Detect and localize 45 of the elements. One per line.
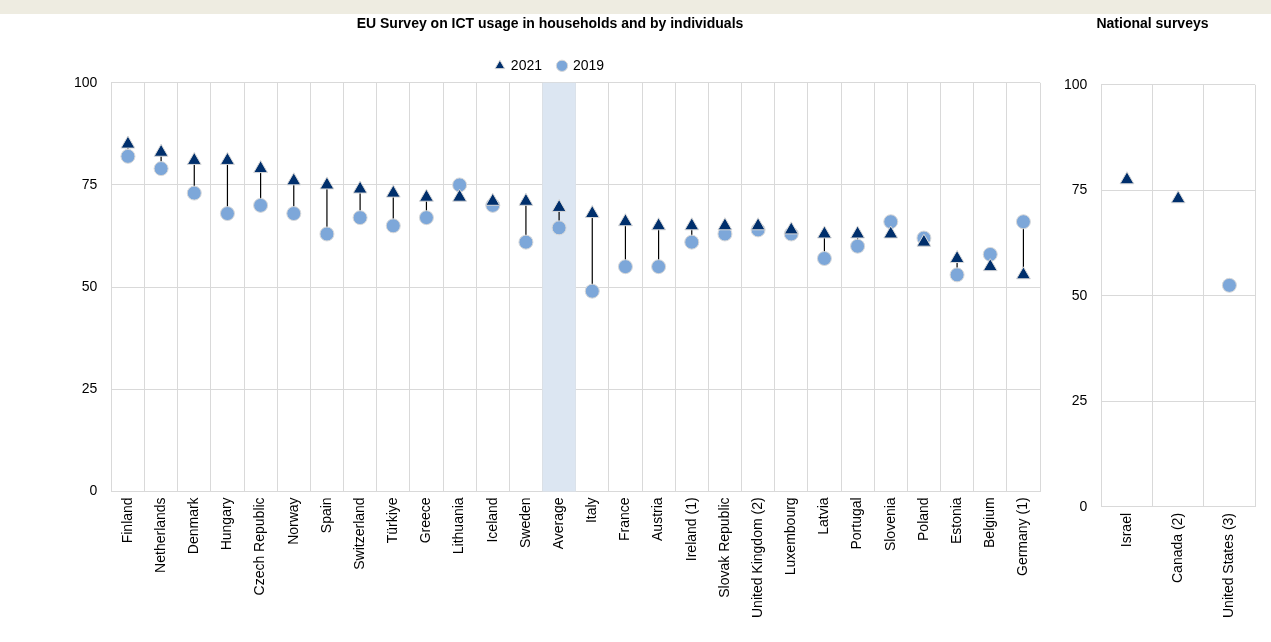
x-tick-label: United Kingdom (2): [748, 497, 765, 619]
x-tick-label: Latvia: [815, 497, 832, 535]
y-tick-label: 75: [81, 175, 98, 192]
x-tick-label: Average: [549, 497, 566, 550]
x-tick-label: Israel: [1117, 512, 1134, 548]
x-tick-label: Poland: [914, 497, 931, 541]
x-tick-label: Norway: [284, 497, 301, 545]
y-tick-label: 50: [81, 277, 98, 294]
x-tick-label: Portugal: [848, 497, 865, 550]
y-tick-label: 0: [1079, 497, 1088, 514]
x-tick-label: Austria: [649, 497, 666, 541]
x-tick-label: Denmark: [185, 496, 202, 555]
y-tick-label: 50: [1071, 286, 1088, 303]
x-tick-label: Slovenia: [881, 497, 898, 552]
y-tick-label: 25: [81, 380, 98, 397]
legend-label: 2019: [573, 56, 605, 73]
x-tick-label: Italy: [583, 497, 600, 524]
x-tick-label: Spain: [317, 497, 334, 534]
y-tick-label: 0: [89, 482, 98, 499]
x-tick-label: Hungary: [218, 497, 235, 551]
x-tick-label: Sweden: [516, 497, 533, 548]
y-tick-label: 25: [1071, 392, 1088, 409]
x-tick-label: Türkiye: [384, 497, 401, 544]
x-tick-label: Germany (1): [1014, 497, 1031, 576]
x-tick-label: Iceland: [483, 497, 500, 543]
x-tick-label: Estonia: [947, 497, 964, 545]
x-tick-label: Luxembourg: [782, 497, 799, 576]
y-tick-label: 100: [1064, 75, 1088, 92]
x-tick-label: Switzerland: [350, 497, 367, 570]
x-tick-label: Canada (2): [1169, 512, 1186, 583]
x-tick-label: France: [616, 497, 633, 541]
x-tick-label: Finland: [118, 497, 135, 544]
x-tick-label: Czech Republic: [251, 497, 268, 596]
chart-title: EU Survey on ICT usage in households and by individuals: [356, 15, 744, 32]
x-tick-label: Greece: [417, 497, 434, 544]
legend-label: 2021: [510, 56, 543, 73]
x-tick-label: Belgium: [981, 497, 998, 548]
chart-title: National surveys: [1096, 15, 1209, 32]
x-tick-label: Netherlands: [151, 497, 168, 573]
x-tick-label: Lithuania: [450, 497, 467, 555]
x-tick-label: Slovak Republic: [715, 497, 732, 598]
x-tick-label: United States (3): [1220, 512, 1237, 619]
y-tick-label: 75: [1071, 181, 1088, 198]
x-tick-label: Ireland (1): [682, 497, 699, 562]
y-tick-label: 100: [74, 73, 98, 90]
